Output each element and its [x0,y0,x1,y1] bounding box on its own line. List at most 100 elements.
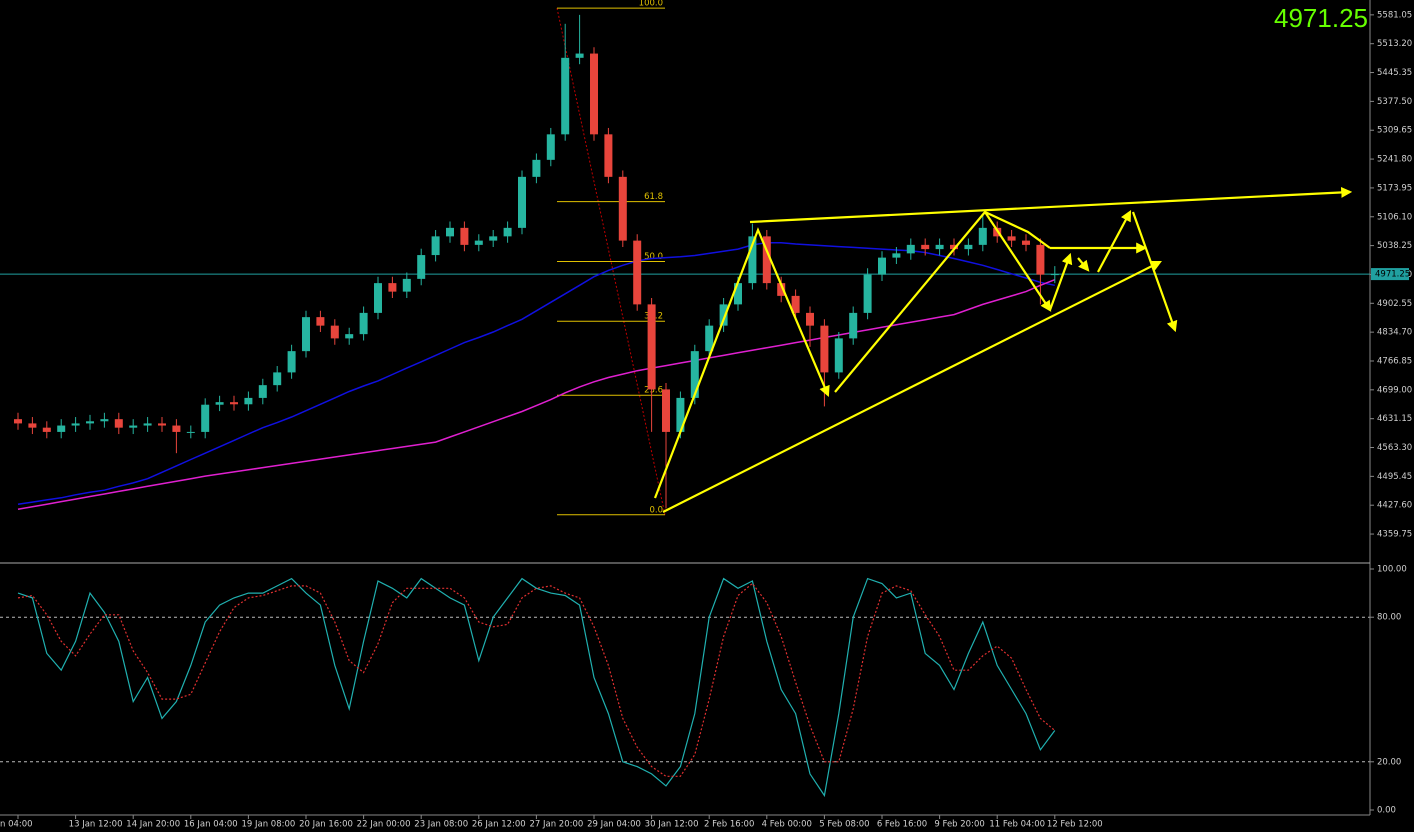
candle-body [374,283,382,313]
candle-body [1050,274,1059,276]
candle-body [330,325,339,339]
wave-arrow [653,227,830,499]
candle-body [302,317,310,352]
y-tick-label: 4834.70 [1377,328,1412,338]
candle-body [892,253,901,258]
candle-body [633,240,642,305]
y-tick-label: 5173.95 [1377,183,1412,193]
y-tick-label: 4766.85 [1377,356,1412,366]
candle-body [474,240,483,245]
candle-body [1022,240,1030,245]
x-tick-label: 5 Feb 08:00 [819,820,869,830]
x-tick-label: 16 Jan 04:00 [184,820,238,830]
wave-arrow [1048,252,1073,311]
candle-body [662,389,670,432]
candle-body [129,425,138,428]
wave-arrow [1097,210,1132,273]
candle-body [100,419,109,422]
candle-body [806,312,814,326]
candle-body [1036,244,1045,275]
candle-body [1007,236,1016,241]
candle-body [978,227,987,245]
candle-body [489,236,498,241]
x-tick-label: 19 Jan 08:00 [241,820,295,830]
x-tick-label: 13 Jan 12:00 [69,820,123,830]
trend-line [749,186,1353,224]
candle-body [690,351,699,398]
candle-body [215,402,224,405]
candle-body [878,257,886,275]
candle-body [446,227,454,237]
y-tick-label: 20.00 [1377,757,1401,767]
wave-arrow [1131,211,1178,333]
candle-body [935,244,944,250]
drawing-annotations [653,186,1353,513]
candle-body [143,423,152,426]
y-tick-label: 5513.20 [1377,39,1412,49]
candle-body [28,423,37,428]
x-tick-label: 20 Jan 16:00 [299,820,353,830]
x-tick-label: 29 Jan 04:00 [587,820,641,830]
candle-body [172,425,181,432]
candle-body [834,338,843,373]
wave-arrow [1077,257,1090,272]
candle-body [71,423,80,426]
x-tick-label: 23 Jan 08:00 [414,820,468,830]
candle-body [186,431,195,433]
candle-body [287,351,296,373]
candle-body [518,176,526,228]
candle-body [57,425,66,432]
candle-body [201,404,210,432]
y-tick-label: 0.00 [1377,806,1396,816]
x-tick-label: 22 Jan 00:00 [357,820,411,830]
x-tick-label: 9 Feb 20:00 [934,820,984,830]
y-tick-label: 4902.55 [1377,299,1412,309]
x-tick-label: 27 Jan 20:00 [529,820,583,830]
y-tick-label: 4495.45 [1377,472,1412,482]
candle-body [402,278,411,292]
candle-body [258,385,267,398]
y-tick-label: 80.00 [1377,613,1401,623]
fib-label: 0.0 [649,505,663,515]
candle-body [14,419,22,424]
candle-body [503,227,512,237]
candle-body [575,53,584,58]
candle-body [273,372,282,386]
candle-body [820,325,829,373]
candle-body [388,283,397,292]
y-tick-label: 4699.00 [1377,385,1412,395]
candle-body [561,57,570,135]
y-tick-label: 5038.25 [1377,241,1412,251]
candle-body [546,134,555,160]
candle-body [676,397,685,432]
y-tick-label: 5377.50 [1377,97,1412,107]
x-tick-label: 6 Feb 16:00 [877,820,927,830]
candle-body [762,236,771,284]
candle-body [734,283,742,305]
candle-body [705,325,714,352]
candle-body [359,312,368,335]
x-tick-label: 14 Jan 20:00 [126,820,180,830]
x-tick-label: 12 Feb 12:00 [1047,820,1103,830]
candle-body [647,304,656,390]
fib-label: 100.0 [639,0,663,9]
candle-body [719,304,728,326]
fib-label: 61.8 [644,192,663,202]
y-tick-label: 4359.75 [1377,530,1412,540]
x-tick-label: 30 Jan 12:00 [645,820,699,830]
current-price-label: 4971.25 [1375,270,1410,280]
candle-body [230,402,238,405]
candle-body [42,427,51,432]
stochastic-line [17,577,1056,798]
candle-body [950,244,958,250]
candle-body [849,312,858,339]
y-tick-label: 5309.65 [1377,126,1412,136]
x-tick-label: 26 Jan 12:00 [472,820,526,830]
x-tick-label: n 04:00 [0,820,33,830]
candle-body [86,421,94,424]
current-price-box [1371,268,1409,281]
candle-body [604,134,613,177]
candle-body [791,295,800,313]
